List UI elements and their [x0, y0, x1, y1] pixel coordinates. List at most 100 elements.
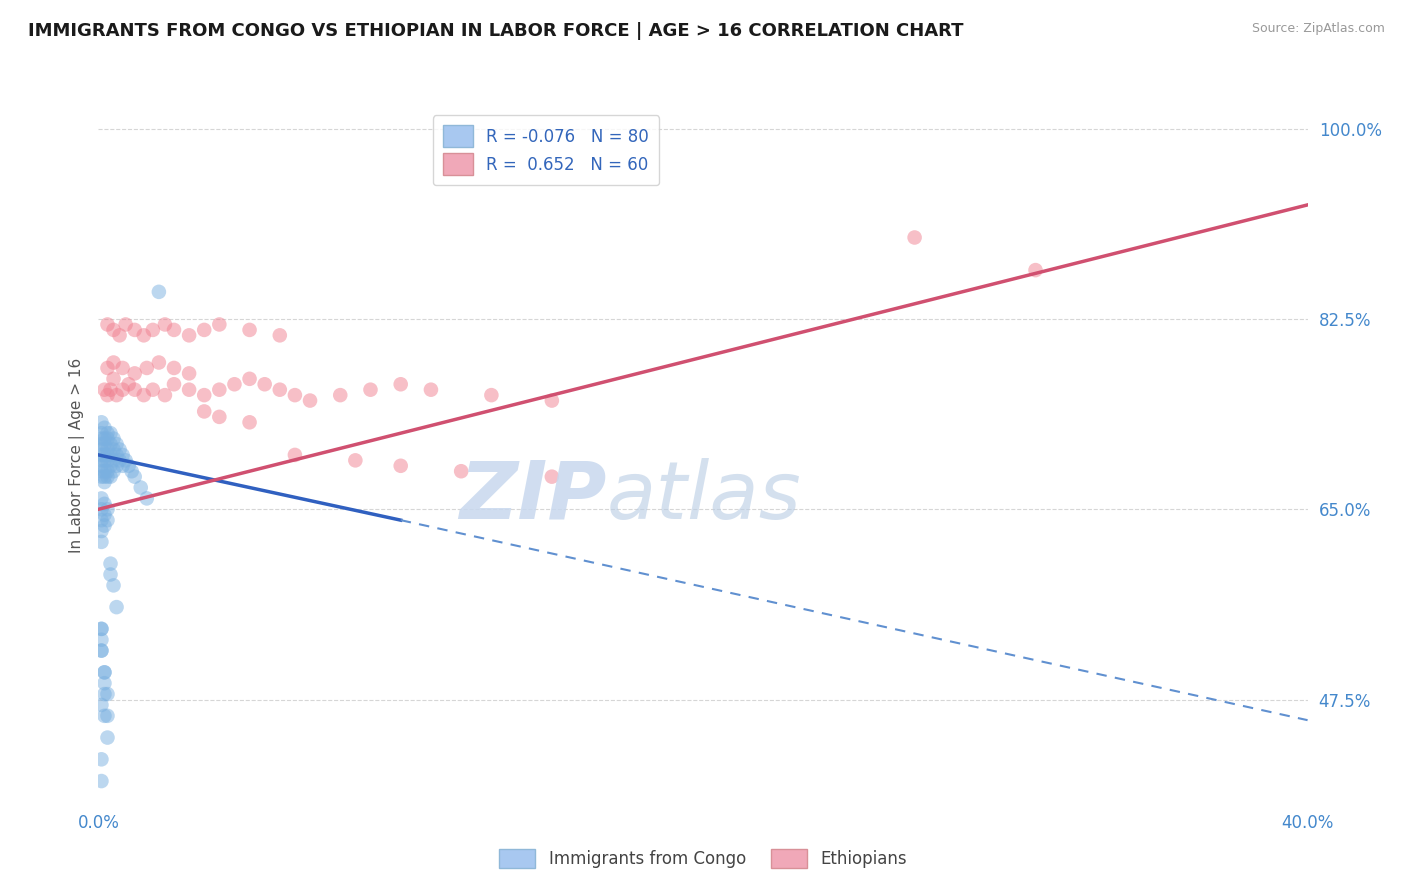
Point [163, 361, 186, 376]
Point [93, 508, 115, 522]
Point [344, 453, 367, 467]
Point [118, 458, 141, 473]
Text: atlas: atlas [606, 458, 801, 536]
Point [153, 318, 176, 332]
Point [103, 432, 125, 446]
Point [90, 491, 112, 506]
Point [111, 361, 134, 376]
Point [96, 432, 118, 446]
Point [208, 383, 231, 397]
Point [179, 328, 201, 343]
Point [90, 437, 112, 451]
Point [96, 448, 118, 462]
Point [93, 448, 115, 462]
Point [96, 388, 118, 402]
Point [90, 432, 112, 446]
Point [100, 469, 122, 483]
Point [96, 469, 118, 483]
Text: IMMIGRANTS FROM CONGO VS ETHIOPIAN IN LABOR FORCE | AGE > 16 CORRELATION CHART: IMMIGRANTS FROM CONGO VS ETHIOPIAN IN LA… [28, 22, 963, 40]
Point [148, 355, 170, 369]
Point [239, 415, 262, 429]
Point [208, 409, 231, 424]
Point [93, 464, 115, 478]
Point [90, 464, 112, 478]
Point [124, 469, 146, 483]
Point [96, 442, 118, 457]
Point [148, 285, 170, 299]
Point [105, 600, 128, 615]
Point [284, 388, 307, 402]
Point [90, 622, 112, 636]
Point [90, 453, 112, 467]
Point [100, 426, 122, 441]
Point [481, 388, 503, 402]
Y-axis label: In Labor Force | Age > 16: In Labor Force | Age > 16 [69, 358, 84, 552]
Point [90, 448, 112, 462]
Point [103, 464, 125, 478]
Point [179, 367, 201, 381]
Point [105, 388, 128, 402]
Point [142, 383, 165, 397]
Point [132, 328, 155, 343]
Point [129, 481, 152, 495]
Point [103, 372, 125, 386]
Point [108, 328, 131, 343]
Point [93, 432, 115, 446]
Point [93, 383, 115, 397]
Point [96, 361, 118, 376]
Point [100, 437, 122, 451]
Point [105, 448, 128, 462]
Point [93, 665, 115, 680]
Point [100, 448, 122, 462]
Point [135, 361, 157, 376]
Legend: R = -0.076   N = 80, R =  0.652   N = 60: R = -0.076 N = 80, R = 0.652 N = 60 [433, 115, 659, 185]
Point [108, 453, 131, 467]
Point [329, 388, 352, 402]
Point [96, 708, 118, 723]
Point [193, 388, 215, 402]
Point [93, 469, 115, 483]
Point [103, 578, 125, 592]
Point [208, 318, 231, 332]
Point [90, 534, 112, 549]
Point [540, 469, 562, 483]
Point [224, 377, 246, 392]
Point [904, 230, 927, 244]
Point [96, 318, 118, 332]
Point [111, 448, 134, 462]
Point [103, 355, 125, 369]
Point [121, 464, 143, 478]
Point [269, 383, 291, 397]
Point [132, 388, 155, 402]
Point [90, 752, 112, 766]
Point [239, 372, 262, 386]
Point [360, 383, 382, 397]
Point [269, 328, 291, 343]
Point [111, 383, 134, 397]
Point [108, 442, 131, 457]
Point [90, 442, 112, 457]
Point [90, 426, 112, 441]
Point [93, 497, 115, 511]
Point [239, 323, 262, 337]
Point [163, 377, 186, 392]
Point [253, 377, 276, 392]
Point [153, 388, 176, 402]
Point [90, 632, 112, 647]
Point [100, 567, 122, 582]
Text: Source: ZipAtlas.com: Source: ZipAtlas.com [1251, 22, 1385, 36]
Point [420, 383, 443, 397]
Point [96, 687, 118, 701]
Point [93, 665, 115, 680]
Text: ZIP: ZIP [458, 458, 606, 536]
Point [389, 377, 412, 392]
Point [93, 475, 115, 489]
Point [96, 731, 118, 745]
Point [389, 458, 412, 473]
Point [90, 622, 112, 636]
Point [90, 643, 112, 657]
Point [90, 643, 112, 657]
Point [450, 464, 472, 478]
Point [124, 383, 146, 397]
Point [90, 524, 112, 538]
